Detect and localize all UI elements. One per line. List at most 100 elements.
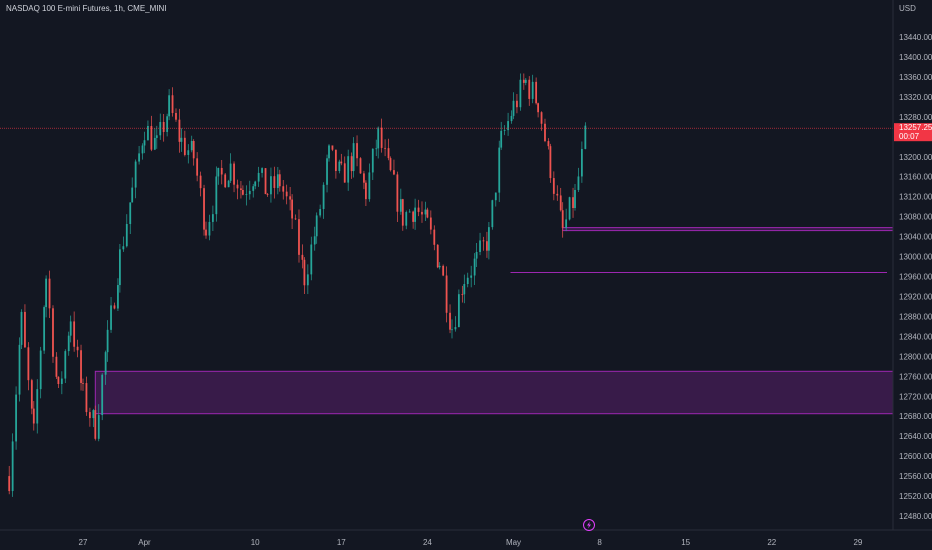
candle-body — [298, 219, 300, 255]
candle-body — [278, 174, 281, 187]
candle-body — [52, 308, 54, 357]
candle-body — [365, 182, 367, 200]
candle-body — [131, 187, 134, 203]
candle-body — [229, 163, 232, 181]
price-tick-label: 13400.00 — [899, 53, 932, 62]
candle-body — [310, 244, 313, 275]
candle-body — [18, 344, 21, 395]
last-price-label: 13257.25 00:07 — [894, 123, 932, 142]
candle-body — [92, 410, 95, 419]
candle-body — [401, 199, 404, 226]
candle-body — [561, 210, 564, 228]
price-tick-label: 12760.00 — [899, 372, 932, 381]
candle-body — [503, 130, 506, 131]
candle-body — [171, 95, 174, 113]
last-price-countdown: 00:07 — [899, 132, 920, 141]
candle-body — [429, 217, 432, 230]
candle-body — [524, 79, 527, 83]
candle-body — [498, 147, 501, 193]
price-tick-label: 13360.00 — [899, 73, 932, 82]
candle-body — [328, 145, 330, 159]
candle-body — [153, 137, 156, 150]
date-tick-label: 29 — [853, 538, 862, 547]
candle-body — [426, 209, 429, 218]
candle-body — [449, 312, 451, 330]
candle-body — [303, 259, 306, 286]
price-tick-label: 12800.00 — [899, 352, 932, 361]
candle-body — [55, 356, 58, 377]
lightning-icon-ring — [583, 519, 595, 531]
price-tick-label: 13120.00 — [899, 193, 932, 202]
candle-body — [408, 211, 411, 213]
candle-body — [572, 197, 574, 209]
candle-body — [20, 311, 23, 345]
candle-body — [220, 167, 223, 175]
price-tick-label: 13200.00 — [899, 153, 932, 162]
lightning-icon[interactable] — [583, 519, 595, 531]
candle-body — [549, 146, 552, 179]
chart-title: NASDAQ 100 E-mini Futures, 1h, CME_MINI — [6, 4, 167, 13]
candle-body — [110, 305, 112, 330]
candle-body — [27, 347, 30, 381]
price-axis[interactable]: 13440.00 13400.00 13360.00 13320.00 13280.00… — [899, 33, 932, 521]
candle-body — [584, 125, 587, 149]
candle-body — [80, 350, 82, 383]
candle-body — [242, 190, 244, 195]
candle-body — [454, 327, 457, 330]
candle-body — [162, 121, 165, 132]
candle-body — [556, 193, 559, 196]
candle-body — [399, 199, 402, 212]
candle-body — [273, 176, 276, 188]
candle-body — [306, 274, 309, 286]
candle-body — [217, 167, 220, 177]
candle-body — [180, 137, 183, 142]
candle-body — [32, 408, 35, 424]
candle-body — [291, 199, 293, 219]
candle-body — [60, 378, 63, 385]
price-tick-label: 12600.00 — [899, 452, 932, 461]
date-tick-label: 10 — [251, 538, 260, 547]
candle-body — [421, 211, 423, 215]
candle-body — [522, 79, 525, 83]
candle-body — [519, 79, 522, 108]
candle-body — [264, 168, 267, 195]
candle-body — [424, 209, 427, 215]
candle-body — [375, 148, 378, 150]
candle-body — [57, 376, 60, 385]
candle-body — [377, 127, 380, 149]
date-tick-label: 8 — [597, 538, 602, 547]
candle-body — [254, 181, 257, 187]
candle-body — [500, 130, 503, 148]
last-price-value: 13257.25 — [899, 123, 932, 132]
candle-body — [24, 311, 26, 348]
candle-body — [270, 176, 272, 195]
time-axis[interactable]: 27 Apr 10 17 24 May 8 15 22 29 — [79, 538, 863, 547]
price-tick-label: 13000.00 — [899, 253, 932, 262]
candle-body — [463, 284, 466, 295]
candle-body — [552, 178, 555, 194]
candle-body — [261, 168, 263, 173]
candle-body — [313, 236, 316, 245]
candle-body — [67, 335, 70, 352]
candle-body — [451, 329, 453, 331]
date-tick-label: Apr — [138, 538, 151, 547]
candle-body — [36, 389, 39, 424]
candle-body — [94, 410, 97, 439]
candle-body — [352, 143, 355, 172]
candle-body — [282, 186, 285, 192]
candle-body — [85, 383, 88, 413]
date-tick-label: 15 — [681, 538, 690, 547]
candle-body — [577, 176, 580, 190]
candle-body — [559, 195, 562, 211]
candle-body — [568, 197, 571, 220]
candle-body — [208, 221, 211, 236]
candle-body — [276, 174, 279, 188]
candle-body — [461, 294, 464, 295]
candle-body — [119, 249, 121, 286]
candle-body — [445, 275, 448, 313]
candle-body — [248, 190, 251, 195]
candle-body — [252, 186, 255, 191]
candle-body — [359, 158, 362, 174]
